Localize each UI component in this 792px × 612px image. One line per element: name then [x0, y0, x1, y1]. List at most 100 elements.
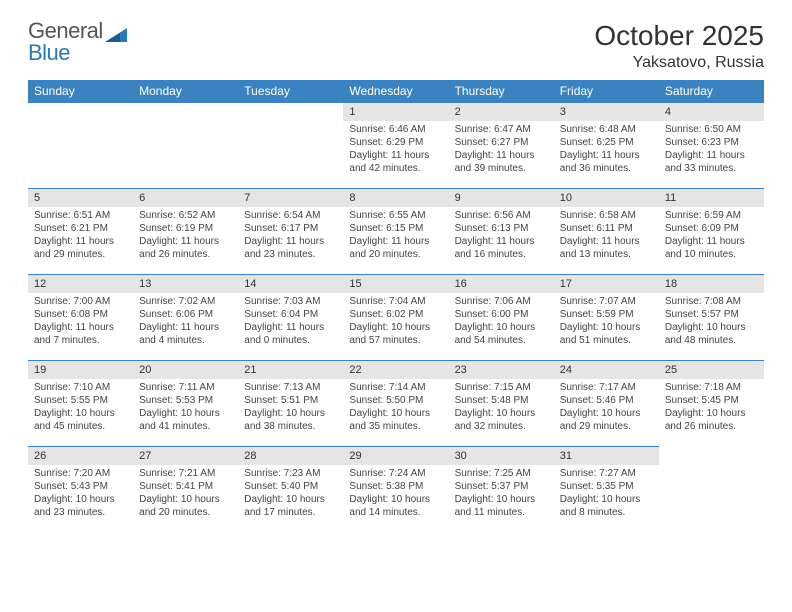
day-number: 28: [238, 446, 343, 465]
daylight-line: Daylight: 11 hours and 42 minutes.: [349, 149, 442, 175]
daylight-line: Daylight: 10 hours and 38 minutes.: [244, 407, 337, 433]
sunrise-line: Sunrise: 7:15 AM: [455, 381, 548, 394]
sunrise-line: Sunrise: 6:56 AM: [455, 209, 548, 222]
day-number: 29: [343, 446, 448, 465]
sunset-line: Sunset: 6:29 PM: [349, 136, 442, 149]
logo-text-blue: Blue: [28, 40, 70, 65]
weekday-header-row: SundayMondayTuesdayWednesdayThursdayFrid…: [28, 80, 764, 102]
calendar-day-cell: 31Sunrise: 7:27 AMSunset: 5:35 PMDayligh…: [554, 446, 659, 532]
sunset-line: Sunset: 5:37 PM: [455, 480, 548, 493]
day-body: Sunrise: 6:52 AMSunset: 6:19 PMDaylight:…: [133, 207, 238, 263]
daylight-line: Daylight: 10 hours and 17 minutes.: [244, 493, 337, 519]
daylight-line: Daylight: 10 hours and 54 minutes.: [455, 321, 548, 347]
sunset-line: Sunset: 5:51 PM: [244, 394, 337, 407]
day-number: 9: [449, 188, 554, 207]
calendar-day-cell: 15Sunrise: 7:04 AMSunset: 6:02 PMDayligh…: [343, 274, 448, 360]
sunrise-line: Sunrise: 7:13 AM: [244, 381, 337, 394]
daylight-line: Daylight: 11 hours and 33 minutes.: [665, 149, 758, 175]
calendar-day-cell: 26Sunrise: 7:20 AMSunset: 5:43 PMDayligh…: [28, 446, 133, 532]
daylight-line: Daylight: 10 hours and 51 minutes.: [560, 321, 653, 347]
sunset-line: Sunset: 5:38 PM: [349, 480, 442, 493]
sunrise-line: Sunrise: 7:11 AM: [139, 381, 232, 394]
day-number: 7: [238, 188, 343, 207]
day-number: 18: [659, 274, 764, 293]
day-body: Sunrise: 6:56 AMSunset: 6:13 PMDaylight:…: [449, 207, 554, 263]
sunrise-line: Sunrise: 7:06 AM: [455, 295, 548, 308]
location-subtitle: Yaksatovo, Russia: [594, 54, 764, 72]
day-number: 27: [133, 446, 238, 465]
sunset-line: Sunset: 5:45 PM: [665, 394, 758, 407]
calendar-empty-cell: [28, 102, 133, 188]
sunrise-line: Sunrise: 6:46 AM: [349, 123, 442, 136]
day-number: 20: [133, 360, 238, 379]
logo-text-general: General: [28, 20, 103, 42]
calendar-day-cell: 22Sunrise: 7:14 AMSunset: 5:50 PMDayligh…: [343, 360, 448, 446]
calendar-day-cell: 11Sunrise: 6:59 AMSunset: 6:09 PMDayligh…: [659, 188, 764, 274]
day-body: Sunrise: 7:17 AMSunset: 5:46 PMDaylight:…: [554, 379, 659, 435]
sunset-line: Sunset: 6:04 PM: [244, 308, 337, 321]
title-block: October 2025 Yaksatovo, Russia: [594, 20, 764, 72]
sunrise-line: Sunrise: 7:04 AM: [349, 295, 442, 308]
day-body: Sunrise: 7:24 AMSunset: 5:38 PMDaylight:…: [343, 465, 448, 521]
day-number: 3: [554, 102, 659, 121]
calendar-day-cell: 6Sunrise: 6:52 AMSunset: 6:19 PMDaylight…: [133, 188, 238, 274]
calendar-day-cell: 14Sunrise: 7:03 AMSunset: 6:04 PMDayligh…: [238, 274, 343, 360]
calendar-day-cell: 13Sunrise: 7:02 AMSunset: 6:06 PMDayligh…: [133, 274, 238, 360]
weekday-header: Monday: [133, 80, 238, 102]
calendar-day-cell: 29Sunrise: 7:24 AMSunset: 5:38 PMDayligh…: [343, 446, 448, 532]
day-body: Sunrise: 7:15 AMSunset: 5:48 PMDaylight:…: [449, 379, 554, 435]
daylight-line: Daylight: 10 hours and 11 minutes.: [455, 493, 548, 519]
day-body: Sunrise: 7:08 AMSunset: 5:57 PMDaylight:…: [659, 293, 764, 349]
calendar-day-cell: 5Sunrise: 6:51 AMSunset: 6:21 PMDaylight…: [28, 188, 133, 274]
day-body: Sunrise: 6:50 AMSunset: 6:23 PMDaylight:…: [659, 121, 764, 177]
daylight-line: Daylight: 11 hours and 4 minutes.: [139, 321, 232, 347]
calendar-empty-cell: [133, 102, 238, 188]
day-body: Sunrise: 6:46 AMSunset: 6:29 PMDaylight:…: [343, 121, 448, 177]
page-title: October 2025: [594, 20, 764, 52]
sunset-line: Sunset: 6:23 PM: [665, 136, 758, 149]
calendar-empty-cell: [238, 102, 343, 188]
day-body: Sunrise: 7:23 AMSunset: 5:40 PMDaylight:…: [238, 465, 343, 521]
calendar-day-cell: 2Sunrise: 6:47 AMSunset: 6:27 PMDaylight…: [449, 102, 554, 188]
weekday-header: Wednesday: [343, 80, 448, 102]
daylight-line: Daylight: 11 hours and 29 minutes.: [34, 235, 127, 261]
day-number: 22: [343, 360, 448, 379]
day-number: 2: [449, 102, 554, 121]
daylight-line: Daylight: 11 hours and 26 minutes.: [139, 235, 232, 261]
day-number: 14: [238, 274, 343, 293]
sunrise-line: Sunrise: 7:10 AM: [34, 381, 127, 394]
day-body: Sunrise: 7:25 AMSunset: 5:37 PMDaylight:…: [449, 465, 554, 521]
day-body: Sunrise: 6:47 AMSunset: 6:27 PMDaylight:…: [449, 121, 554, 177]
sunset-line: Sunset: 6:21 PM: [34, 222, 127, 235]
logo-triangle-icon: [105, 26, 127, 42]
day-number: 15: [343, 274, 448, 293]
daylight-line: Daylight: 11 hours and 23 minutes.: [244, 235, 337, 261]
calendar-day-cell: 27Sunrise: 7:21 AMSunset: 5:41 PMDayligh…: [133, 446, 238, 532]
sunset-line: Sunset: 5:57 PM: [665, 308, 758, 321]
sunrise-line: Sunrise: 7:00 AM: [34, 295, 127, 308]
sunset-line: Sunset: 5:43 PM: [34, 480, 127, 493]
sunrise-line: Sunrise: 7:24 AM: [349, 467, 442, 480]
calendar-day-cell: 9Sunrise: 6:56 AMSunset: 6:13 PMDaylight…: [449, 188, 554, 274]
header: GeneralBlue October 2025 Yaksatovo, Russ…: [28, 20, 764, 72]
sunset-line: Sunset: 5:46 PM: [560, 394, 653, 407]
day-number: 12: [28, 274, 133, 293]
day-number: 25: [659, 360, 764, 379]
daylight-line: Daylight: 10 hours and 20 minutes.: [139, 493, 232, 519]
sunset-line: Sunset: 6:25 PM: [560, 136, 653, 149]
day-body: Sunrise: 7:03 AMSunset: 6:04 PMDaylight:…: [238, 293, 343, 349]
day-body: Sunrise: 6:59 AMSunset: 6:09 PMDaylight:…: [659, 207, 764, 263]
sunrise-line: Sunrise: 7:18 AM: [665, 381, 758, 394]
day-number: 8: [343, 188, 448, 207]
sunset-line: Sunset: 6:27 PM: [455, 136, 548, 149]
day-body: Sunrise: 7:02 AMSunset: 6:06 PMDaylight:…: [133, 293, 238, 349]
daylight-line: Daylight: 10 hours and 41 minutes.: [139, 407, 232, 433]
sunrise-line: Sunrise: 7:27 AM: [560, 467, 653, 480]
daylight-line: Daylight: 10 hours and 57 minutes.: [349, 321, 442, 347]
sunset-line: Sunset: 6:11 PM: [560, 222, 653, 235]
day-number: 26: [28, 446, 133, 465]
day-number: 10: [554, 188, 659, 207]
logo: GeneralBlue: [28, 20, 127, 64]
day-number: 31: [554, 446, 659, 465]
day-number: 5: [28, 188, 133, 207]
